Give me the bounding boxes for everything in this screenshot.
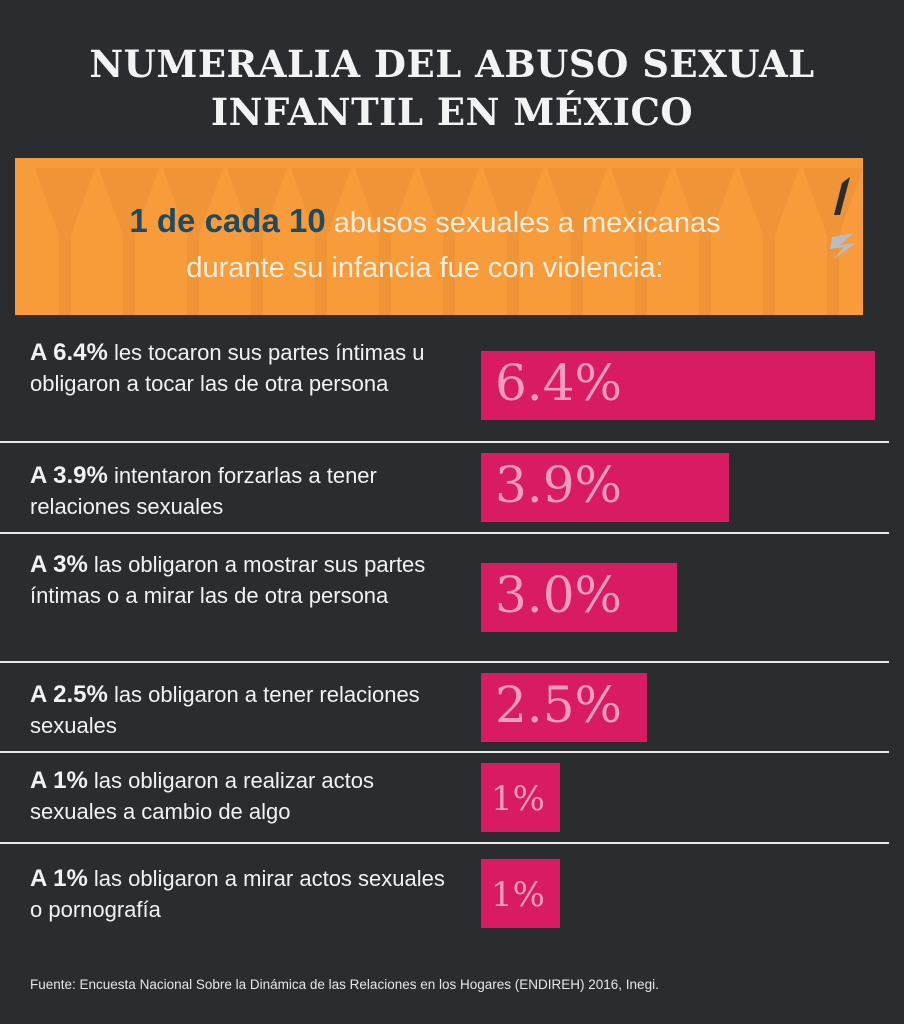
category-description: las obligaron a tener relaciones sexuale… xyxy=(30,682,420,738)
row-divider xyxy=(0,441,889,443)
bar-value-label: 1% xyxy=(491,779,545,819)
banner-line-1: abusos sexuales a mexicanas xyxy=(333,207,721,239)
bar: 1% xyxy=(481,858,560,928)
page-title: NUMERALIA DEL ABUSO SEXUAL INFANTIL EN M… xyxy=(0,40,904,136)
banner-highlight: 1 de cada 10 xyxy=(129,202,326,239)
row-divider xyxy=(0,842,889,844)
row-divider xyxy=(0,532,889,534)
title-line-1: NUMERALIA DEL ABUSO SEXUAL xyxy=(89,42,815,86)
category-label: A 3% las obligaron a mostrar sus partes … xyxy=(30,549,450,611)
bar: 6.4% xyxy=(481,351,876,420)
category-description: las obligaron a mirar actos sexuales o p… xyxy=(30,866,445,922)
category-label: A 6.4% les tocaron sus partes íntimas u … xyxy=(30,337,450,399)
category-label: A 2.5% las obligaron a tener relaciones … xyxy=(30,679,450,741)
banner-line-2: durante su infancia fue con violencia: xyxy=(186,252,664,284)
row-divider xyxy=(0,751,889,753)
category-label: A 1% las obligaron a mirar actos sexuale… xyxy=(30,863,450,925)
banner-text: 1 de cada 10 abusos sexuales a mexicanas… xyxy=(15,198,835,291)
banner: 1 de cada 10 abusos sexuales a mexicanas… xyxy=(15,158,863,315)
category-description: las obligaron a mostrar sus partes íntim… xyxy=(30,552,426,608)
lightning-icon xyxy=(830,177,856,265)
bar: 3.0% xyxy=(481,563,677,632)
category-percent: A 1% xyxy=(30,767,88,794)
bar-value-label: 3.9% xyxy=(495,456,623,514)
category-percent: A 1% xyxy=(30,865,88,892)
category-percent: A 2.5% xyxy=(30,681,108,708)
category-description: las obligaron a realizar actos sexuales … xyxy=(30,768,374,824)
bar-value-label: 1% xyxy=(491,874,545,915)
category-description: intentaron forzarlas a tener relaciones … xyxy=(30,463,377,519)
bar: 1% xyxy=(481,763,560,832)
bar-value-label: 3.0% xyxy=(495,566,623,624)
bar-value-label: 2.5% xyxy=(495,675,623,734)
bar: 3.9% xyxy=(481,453,730,522)
title-line-2: INFANTIL EN MÉXICO xyxy=(210,90,694,134)
row-divider xyxy=(0,661,889,663)
bar-value-label: 6.4% xyxy=(495,354,623,412)
bar: 2.5% xyxy=(481,672,648,742)
category-percent: A 3.9% xyxy=(30,462,108,489)
category-description: les tocaron sus partes íntimas u obligar… xyxy=(30,340,425,396)
source-footnote: Fuente: Encuesta Nacional Sobre la Dinám… xyxy=(30,977,659,992)
category-label: A 1% las obligaron a realizar actos sexu… xyxy=(30,765,450,827)
category-percent: A 6.4% xyxy=(30,339,108,366)
category-label: A 3.9% intentaron forzarlas a tener rela… xyxy=(30,460,450,522)
category-percent: A 3% xyxy=(30,551,88,578)
